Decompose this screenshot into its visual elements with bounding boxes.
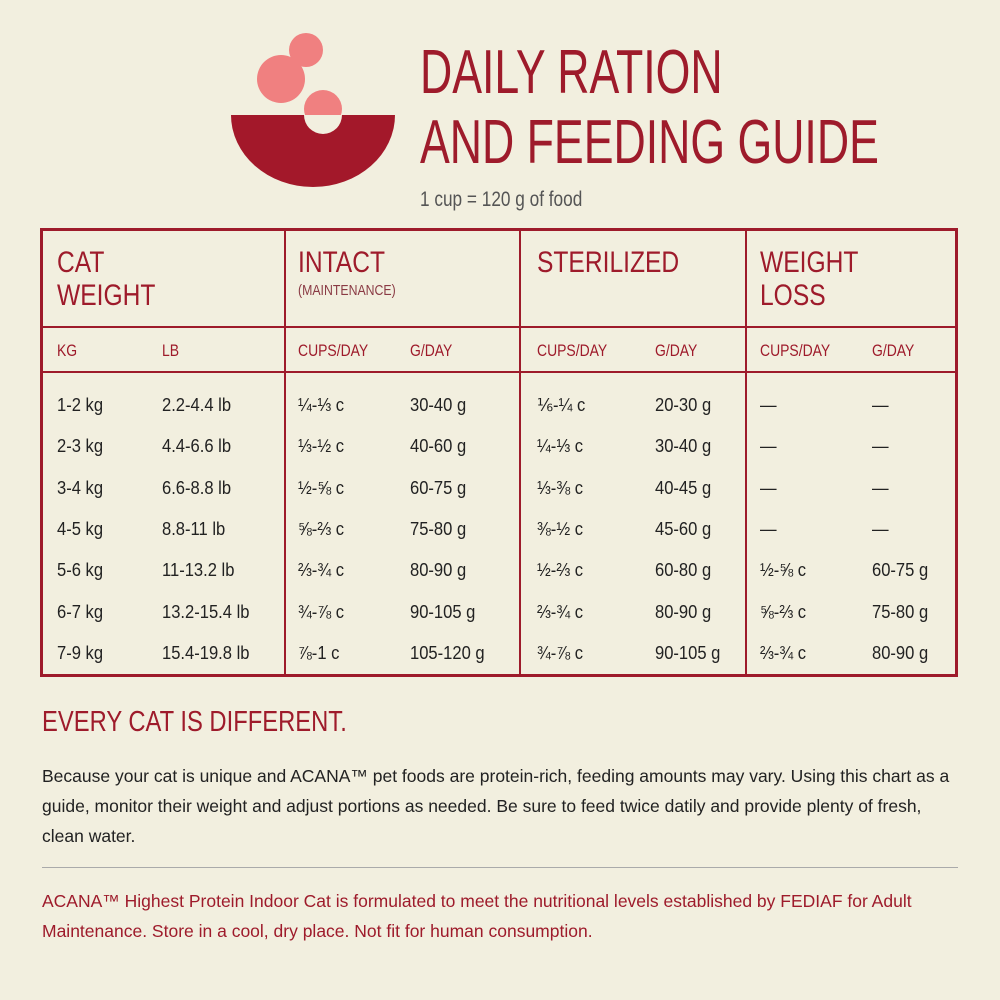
group-note: (MAINTENANCE)	[298, 282, 396, 299]
cell: 40-45 g	[655, 477, 712, 498]
cell: 90-105 g	[410, 601, 476, 622]
cell: 30-40 g	[655, 436, 712, 457]
cell: 1-2 kg	[57, 395, 104, 415]
divider	[519, 228, 521, 677]
cell: 4-5 kg	[57, 518, 104, 539]
cell: ¼-⅓ c	[537, 436, 584, 457]
cell: 45-60 g	[655, 518, 712, 539]
cell: 6-7 kg	[57, 601, 104, 622]
cell: 60-75 g	[872, 560, 929, 581]
title: DAILY RATION	[420, 38, 723, 107]
column-header: G/DAY	[872, 341, 915, 360]
cell: 30-40 g	[410, 395, 467, 415]
cell: —	[872, 395, 889, 415]
cell: 90-105 g	[655, 642, 721, 663]
cell: 40-60 g	[410, 436, 467, 457]
separator	[42, 867, 958, 868]
cell: ½-⅝ c	[760, 560, 807, 581]
cell: 105-120 g	[410, 642, 485, 663]
cell: —	[872, 518, 889, 539]
cell: —	[760, 395, 777, 415]
divider	[40, 371, 958, 373]
column-header: G/DAY	[655, 341, 698, 360]
cell: —	[872, 477, 889, 498]
cell: ⅔-¾ c	[537, 601, 584, 622]
group-title: LOSS	[760, 279, 826, 312]
cell: —	[760, 436, 777, 457]
subtitle: 1 cup = 120 g of food	[420, 188, 583, 211]
cell: 20-30 g	[655, 395, 712, 415]
cell: ¼-⅓ c	[298, 395, 345, 415]
column-header: CUPS/DAY	[760, 341, 831, 360]
cell: ⅝-⅔ c	[760, 601, 807, 622]
title: AND FEEDING GUIDE	[420, 108, 879, 177]
cell: 5-6 kg	[57, 560, 104, 581]
cell: 75-80 g	[872, 601, 929, 622]
cell: 80-90 g	[410, 560, 467, 581]
cell: ½-⅝ c	[298, 477, 345, 498]
column-header: CUPS/DAY	[537, 341, 608, 360]
note-heading: EVERY CAT IS DIFFERENT.	[42, 706, 347, 738]
cell: ¾-⅞ c	[298, 601, 345, 622]
cell: 13.2-15.4 lb	[162, 601, 250, 622]
cell: ⅙-¼ c	[537, 395, 586, 415]
cell: —	[760, 477, 777, 498]
divider	[745, 228, 747, 677]
cell: ½-⅔ c	[537, 560, 584, 581]
note-body: Because your cat is unique and ACANA™ pe…	[42, 766, 950, 846]
cell: 2-3 kg	[57, 436, 104, 457]
group-title: STERILIZED	[537, 246, 680, 279]
bowl-icon	[231, 33, 395, 187]
column-header: LB	[162, 341, 180, 360]
cell: 80-90 g	[872, 642, 929, 663]
cell: 60-80 g	[655, 560, 712, 581]
group-title: WEIGHT	[57, 279, 156, 312]
cell: 2.2-4.4 lb	[162, 395, 232, 415]
cell: 80-90 g	[655, 601, 712, 622]
cell: —	[760, 518, 777, 539]
cell: 11-13.2 lb	[162, 560, 235, 581]
cell: ⅞-1 c	[298, 642, 340, 663]
column-header: CUPS/DAY	[298, 341, 369, 360]
divider	[284, 228, 286, 677]
cell: 4.4-6.6 lb	[162, 436, 232, 457]
cell: ⅓-⅜ c	[537, 477, 584, 498]
footer: ACANA™ Highest Protein Indoor Cat is for…	[42, 891, 912, 941]
cell: ¾-⅞ c	[537, 642, 584, 663]
divider	[40, 326, 958, 328]
cell: ⅜-½ c	[537, 518, 584, 539]
group-title: INTACT	[298, 246, 386, 279]
cell: ⅔-¾ c	[298, 560, 345, 581]
cell: 60-75 g	[410, 477, 467, 498]
column-header: G/DAY	[410, 341, 453, 360]
cell: 75-80 g	[410, 518, 467, 539]
cell: 7-9 kg	[57, 642, 104, 663]
cell: ⅝-⅔ c	[298, 518, 345, 539]
cell: 8.8-11 lb	[162, 518, 226, 539]
column-header: KG	[57, 341, 78, 360]
cell: 15.4-19.8 lb	[162, 642, 250, 663]
cell: 6.6-8.8 lb	[162, 477, 232, 498]
cell: 3-4 kg	[57, 477, 104, 498]
cell: —	[872, 436, 889, 457]
table-border	[40, 228, 958, 677]
cell: ⅔-¾ c	[760, 642, 807, 663]
cell: ⅓-½ c	[298, 436, 345, 457]
group-title: WEIGHT	[760, 246, 859, 279]
group-title: CAT	[57, 246, 105, 279]
